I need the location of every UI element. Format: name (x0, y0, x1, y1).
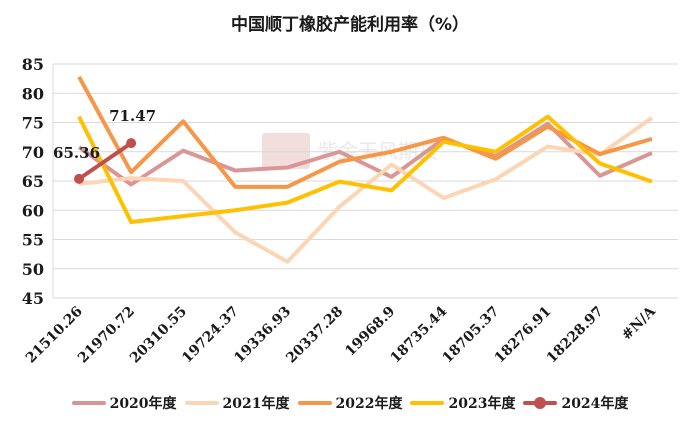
legend-item: 2024年度 (523, 393, 628, 413)
data-label: 71.47 (109, 107, 156, 125)
series-line (77, 114, 653, 224)
y-tick-label: 65 (22, 172, 44, 191)
y-tick-label: 75 (22, 114, 44, 133)
data-label: 65.36 (53, 144, 100, 162)
legend-item: 2020年度 (71, 393, 177, 413)
legend-swatch-icon (184, 401, 219, 405)
series-line (77, 141, 133, 181)
y-tick-label: 45 (22, 289, 44, 308)
legend-swatch-icon (523, 397, 558, 409)
chart-title: 中国顺丁橡胶产能利用率（%） (230, 15, 470, 35)
data-point-marker (74, 173, 85, 184)
series-line (77, 75, 653, 189)
legend-item: 2023年度 (410, 393, 515, 413)
y-tick-label: 80 (22, 84, 44, 103)
y-tick-label: 50 (22, 260, 44, 279)
legend-label: 2020年度 (109, 396, 177, 412)
legend-item: 2021年度 (184, 393, 290, 413)
legend-label: 2023年度 (448, 396, 516, 412)
legend-label: 2022年度 (335, 396, 403, 412)
x-tick-label: 20337.28 (283, 304, 346, 367)
y-tick-label: 55 (22, 231, 44, 250)
legend-item: 2022年度 (297, 393, 403, 413)
legend-label: 2021年度 (222, 396, 290, 412)
legend-label: 2024年度 (561, 396, 629, 412)
legend-swatch-icon (410, 401, 445, 405)
chart-legend: 2020年度 2021年度 2022年度 2023年度 2024年度 (0, 393, 700, 413)
legend-swatch-icon (71, 401, 106, 405)
x-tick-label: #N/A (619, 303, 660, 344)
y-tick-label: 70 (22, 143, 44, 162)
legend-swatch-icon (297, 401, 332, 405)
y-tick-label: 60 (22, 201, 44, 220)
data-point-marker (126, 138, 137, 149)
x-tick-label: 19968.9 (342, 304, 398, 360)
x-tick-label: 18228.97 (544, 304, 607, 367)
y-tick-label: 85 (22, 55, 44, 74)
